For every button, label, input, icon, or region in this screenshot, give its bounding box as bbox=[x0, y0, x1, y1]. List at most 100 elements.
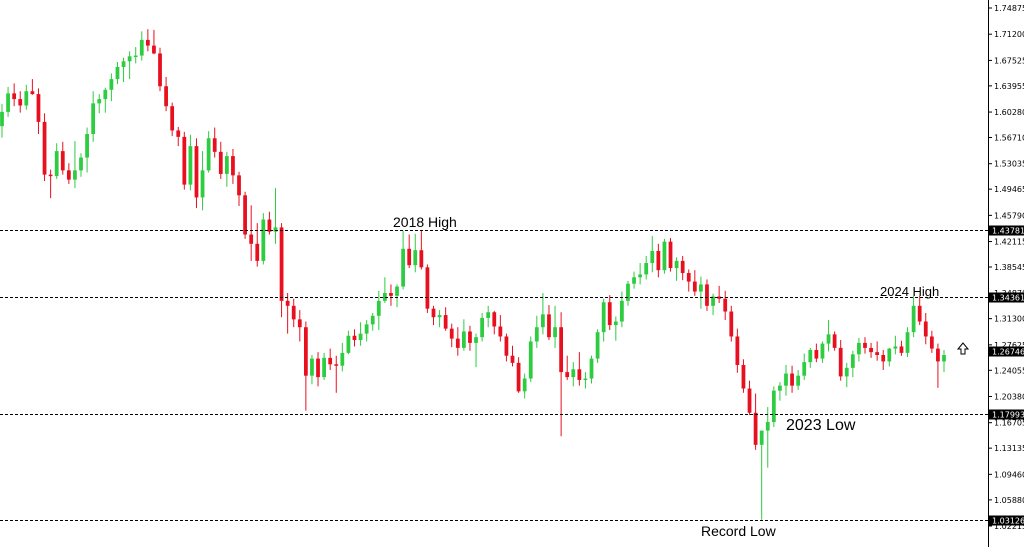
candle-down bbox=[790, 373, 794, 386]
candle-down bbox=[279, 227, 284, 301]
candle-down bbox=[753, 412, 758, 445]
y-tick-label: 1.09460 bbox=[994, 470, 1024, 479]
candle-up bbox=[139, 39, 144, 56]
level-tag-label: 1.34361 bbox=[992, 294, 1024, 303]
candle-up bbox=[376, 300, 381, 316]
candle-up bbox=[79, 157, 83, 171]
candle-down bbox=[492, 312, 497, 327]
candle-up bbox=[887, 348, 892, 362]
candle-down bbox=[504, 336, 509, 356]
candle-down bbox=[297, 319, 302, 328]
candle-down bbox=[194, 146, 199, 198]
level-tag bbox=[989, 515, 1024, 526]
level-tag bbox=[989, 292, 1024, 303]
candle-up bbox=[771, 390, 776, 423]
candle-up bbox=[103, 89, 108, 100]
candle-down bbox=[929, 336, 934, 349]
candle-down bbox=[735, 336, 740, 365]
candle-up bbox=[121, 61, 126, 67]
candle-down bbox=[334, 364, 339, 366]
candle-up bbox=[401, 248, 405, 287]
y-tick-label: 1.74875 bbox=[994, 4, 1024, 13]
candle-up bbox=[850, 354, 855, 368]
candle-up bbox=[857, 342, 861, 355]
candle-up bbox=[273, 227, 278, 232]
y-tick-label: 1.63955 bbox=[994, 82, 1024, 91]
candle-up bbox=[674, 260, 679, 269]
candle-down bbox=[443, 315, 448, 329]
y-tick-label: 1.16705 bbox=[994, 419, 1024, 428]
y-tick-label: 1.38545 bbox=[994, 263, 1024, 272]
candle-up bbox=[826, 334, 831, 344]
level-tags: 1.43781 1.34361 1.17993 1.03126 1.26746 bbox=[989, 225, 1024, 526]
candle-down bbox=[516, 362, 521, 392]
candle-down bbox=[729, 311, 734, 337]
candle-up bbox=[759, 430, 764, 445]
up-arrow-icon bbox=[956, 342, 970, 355]
candle-up bbox=[24, 91, 29, 106]
candle-up bbox=[200, 170, 205, 198]
y-tick-label: 1.31300 bbox=[994, 315, 1024, 324]
candle-down bbox=[237, 175, 241, 196]
candle-up bbox=[127, 56, 132, 62]
candle-down bbox=[741, 364, 746, 389]
candle-down bbox=[218, 151, 223, 174]
candle-up bbox=[91, 103, 96, 135]
candle-down bbox=[425, 267, 430, 309]
candle-up bbox=[620, 300, 624, 322]
candle-down bbox=[243, 195, 247, 235]
candle-up bbox=[632, 277, 636, 284]
candle-down bbox=[559, 327, 564, 373]
candle-down bbox=[66, 170, 71, 180]
candle-up bbox=[261, 219, 266, 261]
candle-down bbox=[449, 328, 454, 339]
candle-down bbox=[863, 342, 867, 348]
candle-down bbox=[303, 327, 308, 376]
candle-up bbox=[911, 305, 916, 333]
candle-down bbox=[231, 156, 235, 176]
candle-down bbox=[352, 335, 357, 341]
candle-down bbox=[291, 305, 296, 320]
candle-down bbox=[316, 358, 320, 378]
candle-up bbox=[6, 93, 10, 112]
y-tick-label: 1.27625 bbox=[994, 341, 1024, 350]
candle-up bbox=[784, 373, 788, 386]
candle-up bbox=[461, 331, 466, 348]
candle-down bbox=[285, 300, 290, 306]
annotation-record-low: Record Low bbox=[701, 523, 777, 539]
candle-up bbox=[541, 314, 545, 328]
candle-up bbox=[796, 375, 801, 386]
y-tick-label: 1.67525 bbox=[994, 56, 1024, 65]
candle-down bbox=[176, 130, 181, 137]
y-tick-label: 1.49465 bbox=[994, 185, 1024, 194]
candle-down bbox=[692, 281, 697, 292]
candle-up bbox=[662, 241, 667, 271]
y-tick-label: 1.13135 bbox=[994, 444, 1024, 453]
candle-down bbox=[249, 234, 254, 244]
candle-up bbox=[528, 341, 533, 379]
candle-up bbox=[358, 333, 363, 341]
candle-down bbox=[407, 248, 412, 266]
y-tick-label: 1.60280 bbox=[994, 108, 1024, 117]
candle-down bbox=[30, 91, 35, 95]
candle-up bbox=[188, 146, 193, 185]
candle-up bbox=[626, 283, 630, 301]
candle-up bbox=[480, 317, 485, 338]
candle-up bbox=[905, 332, 910, 353]
candle-up bbox=[322, 357, 326, 378]
candle-down bbox=[717, 296, 722, 299]
annotation-2018-high: 2018 High bbox=[393, 214, 457, 230]
candle-up bbox=[395, 286, 399, 296]
candle-up bbox=[589, 358, 594, 379]
candle-up bbox=[340, 352, 345, 366]
candle-down bbox=[875, 352, 880, 356]
candle-down bbox=[498, 326, 503, 337]
candle-down bbox=[814, 350, 819, 359]
y-tick-label: 1.20380 bbox=[994, 393, 1024, 402]
candle-up bbox=[310, 358, 314, 376]
candle-down bbox=[747, 388, 752, 413]
candle-up bbox=[522, 378, 527, 392]
candle-up bbox=[644, 263, 649, 275]
candle-down bbox=[547, 314, 551, 338]
